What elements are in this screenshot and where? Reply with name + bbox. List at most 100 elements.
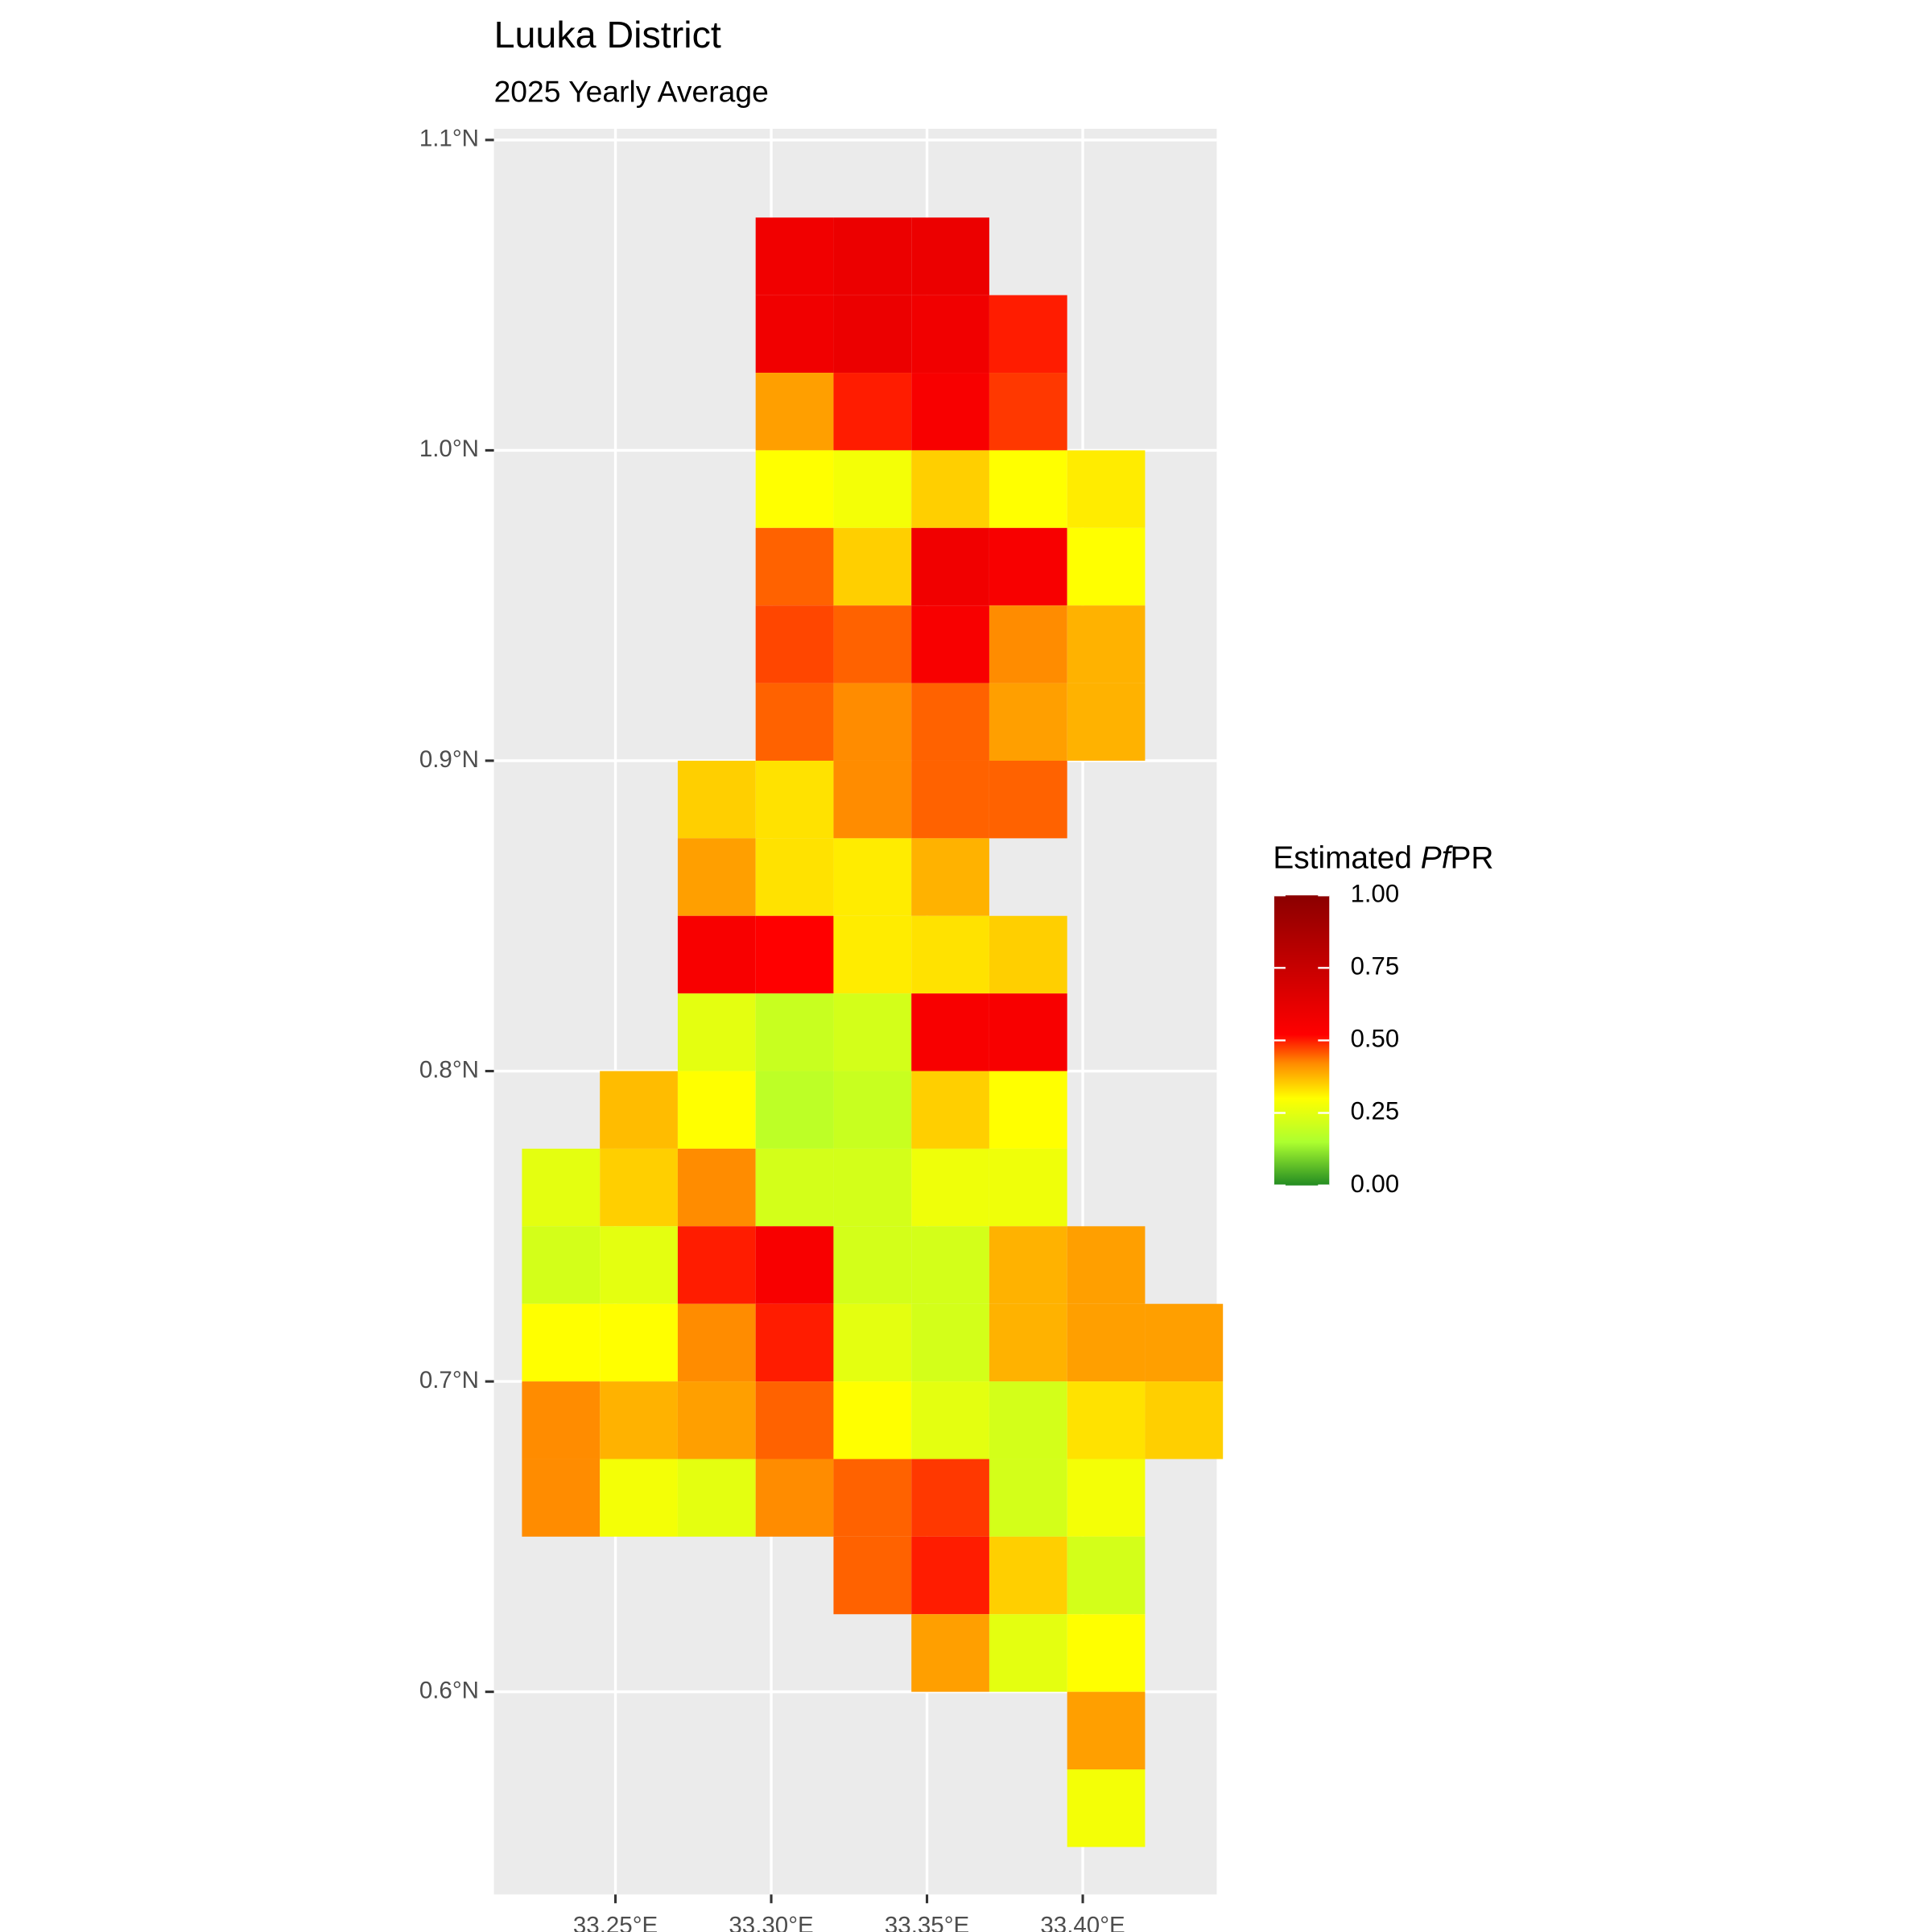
raster-cell	[833, 1536, 912, 1615]
raster-cell	[833, 683, 912, 761]
x-tick-label: 33.25°E	[573, 1913, 658, 1932]
raster-cell	[755, 1071, 834, 1149]
raster-cell	[600, 1148, 678, 1227]
raster-cell	[911, 1226, 989, 1304]
raster-cell	[989, 915, 1067, 994]
raster-cell	[989, 605, 1067, 683]
raster-cell	[911, 1303, 989, 1382]
raster-cell	[1067, 1691, 1146, 1770]
legend-tick-label: 0.25	[1351, 1097, 1399, 1125]
raster-cell	[1145, 1303, 1224, 1382]
raster-cell	[1067, 683, 1146, 761]
raster-cell	[989, 1071, 1067, 1149]
raster-cell	[1067, 1536, 1146, 1615]
raster-cell	[911, 1148, 989, 1227]
raster-cell	[755, 683, 834, 761]
raster-cell	[677, 993, 756, 1071]
raster-cell	[755, 1459, 834, 1537]
raster-cell	[989, 1614, 1067, 1692]
raster-cell	[600, 1071, 678, 1149]
raster-cell	[522, 1226, 601, 1304]
raster-cell	[522, 1148, 601, 1227]
raster-cell	[911, 217, 989, 295]
raster-cell	[677, 1459, 756, 1537]
raster-cell	[833, 527, 912, 606]
raster-cell	[755, 1148, 834, 1227]
raster-cell	[989, 1381, 1067, 1459]
raster-cell	[1145, 1381, 1224, 1459]
raster-cell	[833, 1071, 912, 1149]
legend-title: Estimated PfPR	[1273, 841, 1493, 876]
raster-cell	[989, 527, 1067, 606]
raster-cell	[677, 1303, 756, 1382]
raster-cell	[833, 838, 912, 916]
raster-cell	[911, 1614, 989, 1692]
raster-cell	[1067, 1459, 1146, 1537]
raster-cell	[1067, 1226, 1146, 1304]
raster-cell	[911, 450, 989, 528]
legend-tick-label: 0.50	[1351, 1025, 1399, 1053]
raster-cell	[911, 295, 989, 374]
raster-cell	[1067, 527, 1146, 606]
raster-cell	[677, 760, 756, 839]
raster-cell	[989, 1459, 1067, 1537]
raster-cell	[989, 760, 1067, 839]
raster-cell	[755, 373, 834, 451]
raster-cell	[755, 838, 834, 916]
y-tick-label: 0.7°N	[419, 1367, 479, 1393]
raster-cell	[677, 1226, 756, 1304]
raster-cell	[755, 1226, 834, 1304]
raster-cell	[911, 1381, 989, 1459]
raster-cell	[600, 1226, 678, 1304]
raster-cell	[911, 993, 989, 1071]
raster-cell	[833, 1459, 912, 1537]
raster-cell	[911, 1071, 989, 1149]
raster-cell	[600, 1459, 678, 1537]
raster-cell	[989, 373, 1067, 451]
raster-cell	[989, 1536, 1067, 1615]
raster-cell	[522, 1381, 601, 1459]
raster-cell	[911, 373, 989, 451]
x-tick-label: 33.40°E	[1040, 1913, 1125, 1932]
raster-cell	[989, 1148, 1067, 1227]
raster-cell	[1067, 1303, 1146, 1382]
raster-cell	[755, 217, 834, 295]
raster-cell	[522, 1459, 601, 1537]
legend-title-part: PR	[1450, 841, 1493, 876]
raster-cell	[755, 527, 834, 606]
raster-cell	[677, 1381, 756, 1459]
raster-cell	[677, 1148, 756, 1227]
chart-title: Luuka District	[494, 14, 721, 56]
raster-cell	[911, 683, 989, 761]
raster-cell	[755, 450, 834, 528]
raster-cell	[833, 1381, 912, 1459]
raster-cell	[755, 760, 834, 839]
chart-subtitle: 2025 Yearly Average	[494, 74, 769, 108]
raster-cell	[989, 450, 1067, 528]
raster-cell	[600, 1381, 678, 1459]
raster-cell	[833, 295, 912, 374]
raster-cell	[677, 915, 756, 994]
raster-cell	[833, 915, 912, 994]
raster-cell	[833, 993, 912, 1071]
raster-cell	[755, 1381, 834, 1459]
raster-cell	[911, 1459, 989, 1537]
raster-cell	[1067, 450, 1146, 528]
raster-cell	[755, 915, 834, 994]
raster-cell	[833, 217, 912, 295]
y-tick-label: 1.1°N	[419, 126, 479, 152]
raster-cell	[989, 993, 1067, 1071]
y-tick-label: 0.9°N	[419, 746, 479, 773]
raster-cell	[989, 295, 1067, 374]
raster-cell	[677, 1071, 756, 1149]
raster-cell	[911, 605, 989, 683]
raster-cell	[833, 605, 912, 683]
raster-cell	[755, 1303, 834, 1382]
legend-tick-label: 1.00	[1351, 879, 1399, 907]
raster-cell	[677, 838, 756, 916]
raster-cell	[522, 1303, 601, 1382]
raster-cell	[1067, 1614, 1146, 1692]
raster-cell	[755, 605, 834, 683]
